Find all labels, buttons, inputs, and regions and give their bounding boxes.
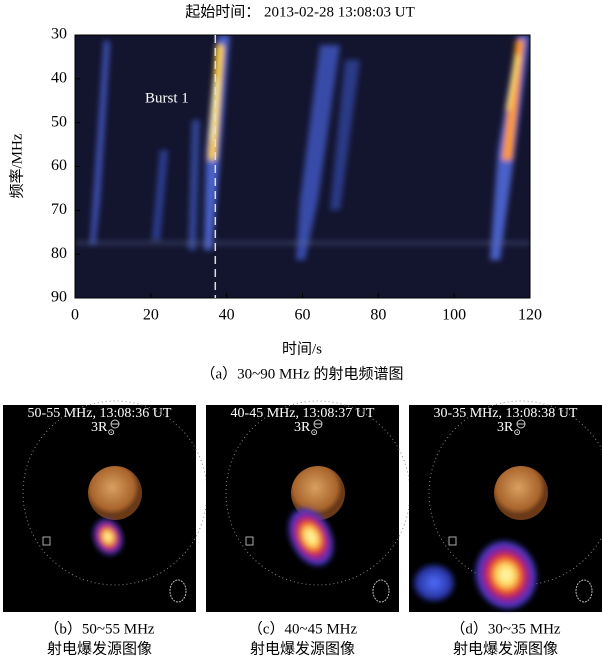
panel-caption: 射电爆发源图像 <box>47 640 152 657</box>
y-tick-label: 90 <box>51 289 67 306</box>
burst-core <box>506 55 520 110</box>
radius-label: 3R⊙ <box>497 420 521 437</box>
radius-label: 3R⊙ <box>294 420 318 437</box>
panel-caption: （c）40~45 MHz <box>248 620 358 637</box>
radio-source <box>475 541 537 609</box>
panel-title: 30-35 MHz, 13:08:38 UT <box>434 406 578 421</box>
sun-disc <box>494 466 548 520</box>
x-axis-label: 时间/s <box>282 340 322 357</box>
beam-ellipse <box>169 579 187 603</box>
y-tick-label: 80 <box>51 245 67 262</box>
panel-caption: 射电爆发源图像 <box>250 640 355 657</box>
burst-streak <box>296 45 340 260</box>
reference-box <box>245 536 254 546</box>
burst-streak <box>330 60 360 210</box>
x-tick-label: 40 <box>219 307 235 324</box>
x-tick-label: 20 <box>143 307 159 324</box>
reference-box <box>448 536 457 546</box>
spectrogram-bursts <box>75 35 530 260</box>
beam-ellipse <box>372 579 390 603</box>
y-tick-label: 30 <box>51 26 67 43</box>
beam-ellipse <box>575 579 593 603</box>
radius-symbol: ⊙ <box>513 427 521 437</box>
y-tick-label: 70 <box>51 201 67 218</box>
burst-core <box>502 40 524 160</box>
panel-caption: （b）50~55 MHz <box>44 620 155 637</box>
sun-disc <box>88 466 142 520</box>
radius-label-text: 3R <box>497 420 514 435</box>
burst-core <box>210 80 219 140</box>
x-tick-label: 100 <box>442 307 466 324</box>
radio-source <box>288 508 334 566</box>
y-tick-label: 40 <box>51 70 67 87</box>
y-tick-label: 60 <box>51 157 67 174</box>
radius-label-text: 3R <box>91 420 108 435</box>
y-axis-label: 频率/MHz <box>8 133 25 198</box>
caption: （a）30~90 MHz 的射电频谱图 <box>200 365 403 382</box>
reference-box <box>42 536 51 546</box>
x-tick-label: 0 <box>71 307 79 324</box>
burst-streak <box>152 150 168 240</box>
burst-streak <box>188 120 200 250</box>
x-tick-label: 80 <box>370 307 386 324</box>
burst-streak <box>90 40 110 245</box>
radius-label-text: 3R <box>294 420 311 435</box>
panel-title: 50-55 MHz, 13:08:36 UT <box>28 406 172 421</box>
sun-disc <box>291 466 345 520</box>
radius-label: 3R⊙ <box>91 420 115 437</box>
x-tick-label: 120 <box>518 307 542 324</box>
panel-caption: （d）30~35 MHz <box>450 620 561 637</box>
panel-caption: 射电爆发源图像 <box>453 640 558 657</box>
radio-source <box>414 565 454 601</box>
radius-symbol: ⊙ <box>107 427 115 437</box>
panel-title: 40-45 MHz, 13:08:37 UT <box>231 406 375 421</box>
radius-symbol: ⊙ <box>310 427 318 437</box>
radio-source <box>93 519 123 555</box>
chart-title: 起始时间： 2013-02-28 13:08:03 UT <box>185 3 415 20</box>
annotation: Burst 1 <box>145 90 189 106</box>
y-tick-label: 50 <box>51 113 67 130</box>
x-tick-label: 60 <box>295 307 311 324</box>
